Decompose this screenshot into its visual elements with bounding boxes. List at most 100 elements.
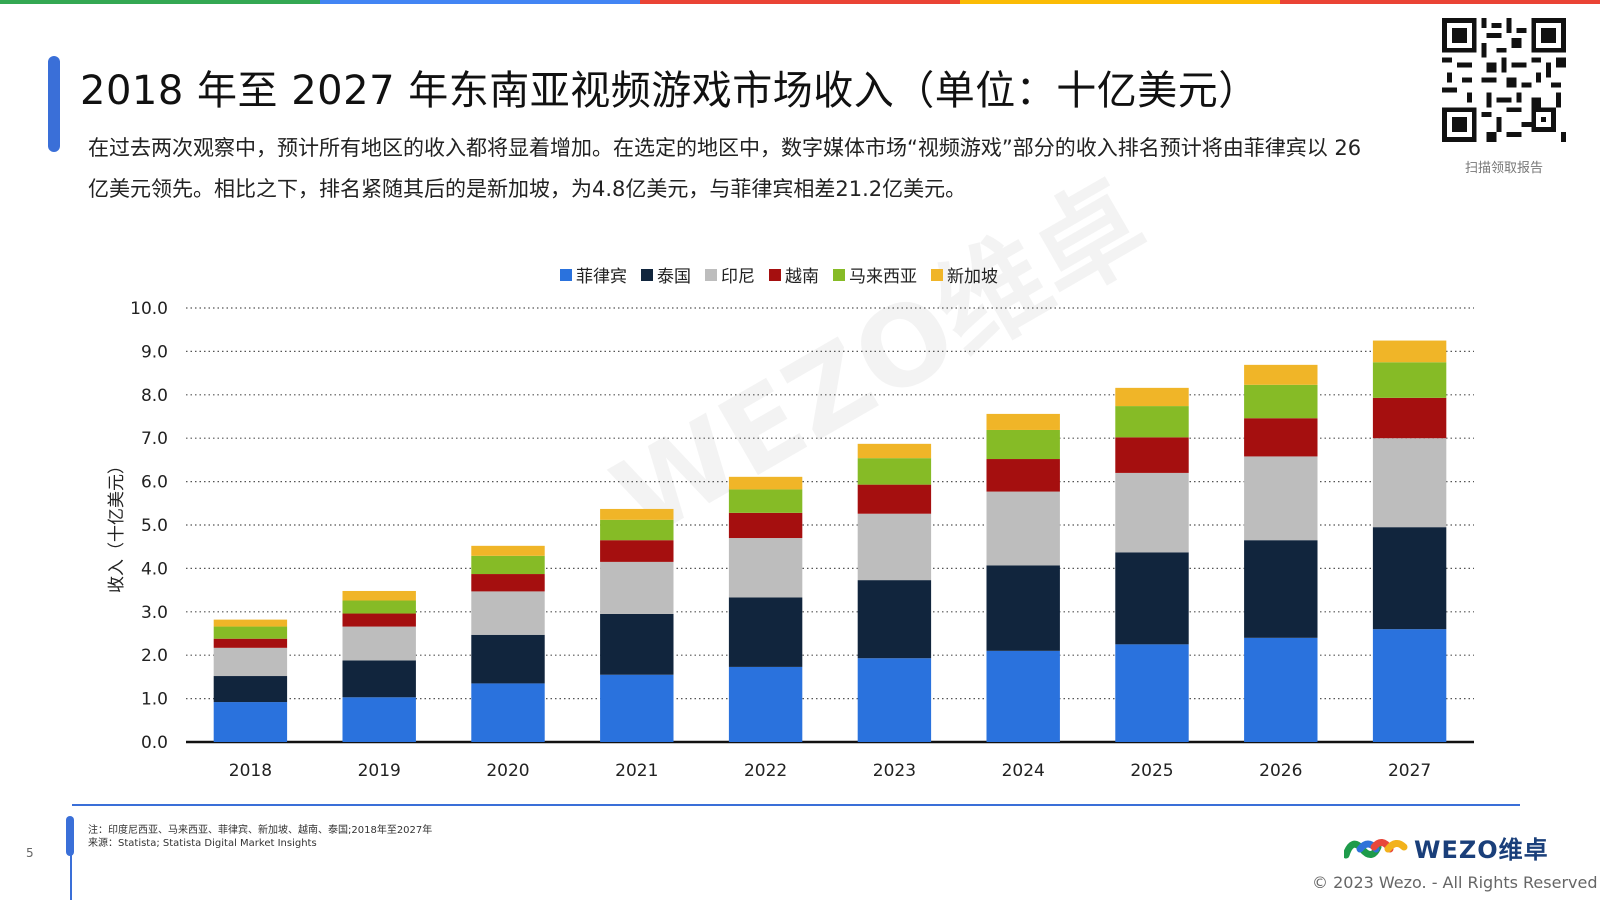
top-bar-segment [0, 0, 320, 4]
top-color-bar [0, 0, 1600, 4]
bar-segment [1115, 437, 1189, 473]
legend-swatch [560, 268, 572, 281]
bar-segment [986, 413, 1060, 430]
bar-segment [342, 590, 416, 601]
footer-vertical-line [70, 840, 72, 900]
legend-label: 印尼 [721, 267, 755, 287]
bar-segment [728, 489, 803, 513]
bar-segment [1372, 397, 1447, 439]
qr-caption: 扫描领取报告 [1464, 161, 1543, 176]
bar-segment [1115, 406, 1189, 438]
legend-label: 泰国 [657, 267, 691, 287]
bar-segment [1372, 340, 1447, 363]
bar-segment [1244, 540, 1318, 638]
bar-segment [213, 626, 288, 639]
y-tick-label: 10.0 [130, 299, 168, 319]
bar-segment [728, 666, 803, 742]
top-bar-segment [320, 0, 640, 4]
legend-label: 马来西亚 [849, 267, 917, 287]
legend-label: 越南 [785, 267, 819, 287]
chart-legend: 菲律宾 泰国 印尼 越南 马来西亚 新加坡 [560, 262, 998, 287]
bar-segment [1372, 438, 1447, 528]
bar-segment [1244, 364, 1318, 385]
logo-text: WEZO维卓 [1414, 836, 1549, 864]
legend-swatch [705, 268, 717, 281]
legend-item: 泰国 [641, 262, 691, 287]
bar-segment [342, 660, 416, 698]
bar-segment [857, 513, 932, 581]
bar-segment [728, 512, 803, 539]
x-tick-label: 2025 [1130, 761, 1173, 781]
bar-segment [600, 561, 674, 614]
bar-segment [213, 619, 288, 627]
bar-segment [471, 591, 545, 635]
bar-segment [471, 545, 545, 556]
bar-segment [986, 650, 1060, 742]
x-tick-label: 2021 [615, 761, 658, 781]
legend-swatch [833, 268, 845, 281]
legend-label: 新加坡 [947, 267, 998, 287]
page-subtitle: 在过去两次观察中，预计所有地区的收入都将显着增加。在选定的地区中，数字媒体市场“… [88, 136, 1362, 201]
bar-segment [342, 626, 416, 661]
y-tick-label: 7.0 [141, 429, 168, 449]
bar-segment [857, 484, 932, 514]
y-tick-label: 2.0 [141, 646, 168, 666]
legend-swatch [769, 268, 781, 281]
x-tick-label: 2026 [1259, 761, 1302, 781]
legend-item: 新加坡 [931, 262, 998, 287]
bar-segment [1372, 527, 1447, 630]
copyright-text: © 2023 Wezo. - All Rights Reserved [1312, 873, 1598, 892]
legend-item: 越南 [769, 262, 819, 287]
x-tick-label: 2024 [1002, 761, 1045, 781]
bar-segment [1372, 362, 1447, 398]
bar-segment [1372, 629, 1447, 742]
legend-item: 马来西亚 [833, 262, 917, 287]
bar-segment [342, 600, 416, 614]
legend-label: 菲律宾 [576, 267, 627, 287]
x-tick-label: 2022 [744, 761, 787, 781]
bar-segment [213, 638, 288, 648]
y-tick-label: 5.0 [141, 516, 168, 536]
wezo-logo-icon [1344, 838, 1408, 858]
y-tick-label: 9.0 [141, 342, 168, 362]
x-tick-label: 2023 [873, 761, 916, 781]
y-tick-label: 8.0 [141, 386, 168, 406]
bar-segment [986, 565, 1060, 651]
bar-segment [728, 538, 803, 598]
top-bar-segment [640, 0, 960, 4]
bar-segment [857, 658, 932, 742]
bar-segment [857, 580, 932, 659]
x-tick-label: 2018 [229, 761, 272, 781]
bar-segment [728, 476, 803, 490]
legend-swatch [641, 268, 653, 281]
bar-segment [1115, 552, 1189, 645]
top-bar-segment [960, 0, 1280, 4]
bar-segment [471, 683, 545, 742]
x-tick-label: 2020 [486, 761, 529, 781]
bar-segment [1244, 456, 1318, 541]
bar-segment [471, 574, 545, 592]
footnote-source: 来源：Statista; Statista Digital Market Ins… [88, 838, 317, 849]
y-tick-label: 0.0 [141, 733, 168, 753]
page-title: 2018 年至 2027 年东南亚视频游戏市场收入（单位：十亿美元） [80, 68, 1259, 114]
y-tick-label: 4.0 [141, 559, 168, 579]
y-axis-label: 收入（十亿美元） [107, 457, 127, 593]
bar-segment [471, 634, 545, 684]
bar-segment [857, 458, 932, 485]
bar-segment [1244, 418, 1318, 457]
bar-segment [600, 519, 674, 541]
footnotes: 注：印度尼西亚、马来西亚、菲律宾、新加坡、越南、泰国;2018年至2027年 来… [88, 824, 432, 850]
x-tick-label: 2027 [1388, 761, 1431, 781]
footnote-note: 注：印度尼西亚、马来西亚、菲律宾、新加坡、越南、泰国;2018年至2027年 [88, 825, 433, 836]
y-tick-label: 6.0 [141, 473, 168, 493]
bar-segment [1244, 384, 1318, 419]
bar-segment [600, 508, 674, 520]
bar-segment [600, 674, 674, 742]
title-accent-bar [48, 56, 60, 152]
bar-segment [342, 697, 416, 742]
bar-segment [600, 613, 674, 675]
bar-segment [986, 491, 1060, 566]
top-bar-segment [1280, 0, 1600, 4]
bar-segment [1115, 472, 1189, 553]
